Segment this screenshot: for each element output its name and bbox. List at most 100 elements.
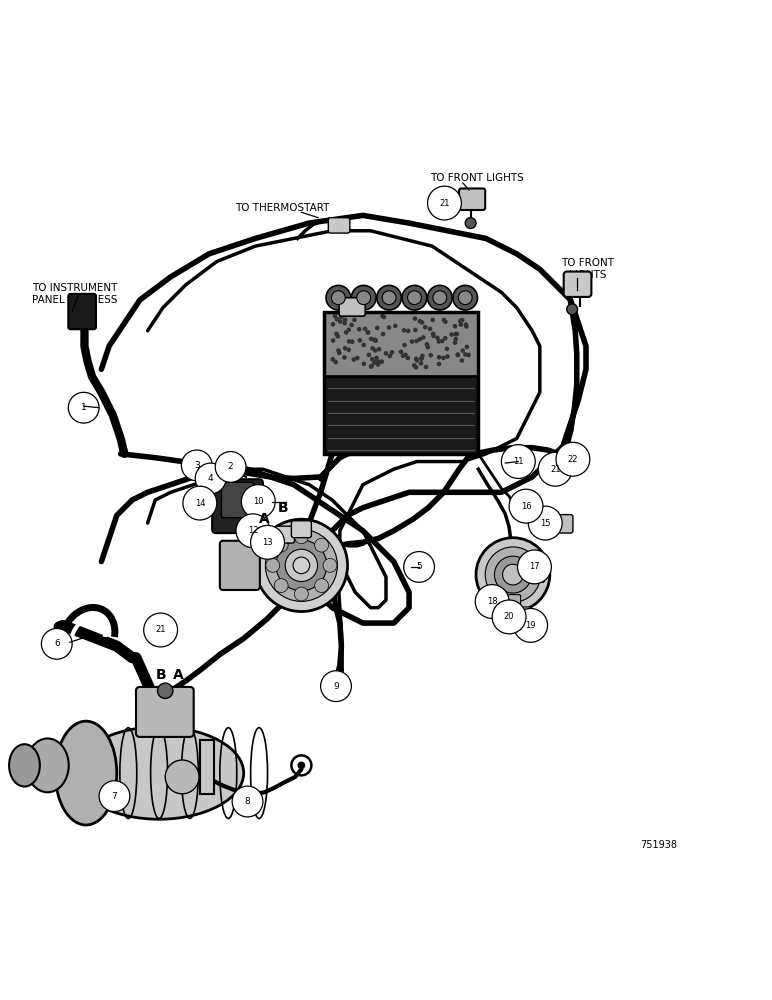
Circle shape bbox=[350, 323, 354, 327]
Text: 6: 6 bbox=[54, 639, 59, 648]
Circle shape bbox=[494, 556, 531, 593]
Circle shape bbox=[398, 349, 403, 354]
Circle shape bbox=[486, 547, 540, 602]
Circle shape bbox=[183, 486, 217, 520]
FancyBboxPatch shape bbox=[201, 465, 215, 478]
Circle shape bbox=[373, 348, 378, 353]
Circle shape bbox=[556, 442, 590, 476]
Circle shape bbox=[274, 579, 288, 593]
Circle shape bbox=[421, 335, 425, 340]
Text: 19: 19 bbox=[526, 621, 536, 630]
FancyBboxPatch shape bbox=[191, 457, 205, 470]
Circle shape bbox=[493, 600, 526, 634]
Circle shape bbox=[466, 353, 471, 357]
FancyBboxPatch shape bbox=[529, 570, 544, 582]
Circle shape bbox=[455, 353, 460, 357]
Circle shape bbox=[342, 321, 347, 326]
Circle shape bbox=[408, 291, 422, 305]
Text: 18: 18 bbox=[487, 597, 497, 606]
Circle shape bbox=[509, 489, 543, 523]
FancyBboxPatch shape bbox=[526, 615, 540, 628]
FancyBboxPatch shape bbox=[275, 526, 294, 543]
FancyBboxPatch shape bbox=[261, 532, 280, 548]
Circle shape bbox=[157, 683, 173, 698]
Circle shape bbox=[440, 339, 445, 343]
Circle shape bbox=[401, 353, 405, 358]
Circle shape bbox=[418, 319, 422, 324]
Circle shape bbox=[338, 319, 343, 324]
Circle shape bbox=[367, 353, 371, 357]
FancyBboxPatch shape bbox=[506, 595, 520, 608]
Circle shape bbox=[377, 285, 401, 310]
Circle shape bbox=[384, 351, 388, 356]
Circle shape bbox=[342, 355, 347, 360]
Circle shape bbox=[524, 499, 533, 508]
Circle shape bbox=[402, 285, 427, 310]
Circle shape bbox=[369, 364, 374, 369]
Circle shape bbox=[431, 331, 435, 336]
Circle shape bbox=[428, 327, 432, 331]
Circle shape bbox=[425, 345, 430, 350]
Text: 8: 8 bbox=[245, 797, 250, 806]
Circle shape bbox=[340, 313, 345, 317]
Circle shape bbox=[357, 338, 362, 343]
Circle shape bbox=[369, 364, 374, 368]
FancyBboxPatch shape bbox=[324, 312, 479, 376]
FancyBboxPatch shape bbox=[196, 461, 210, 474]
Circle shape bbox=[373, 338, 378, 342]
Circle shape bbox=[476, 538, 550, 612]
Circle shape bbox=[361, 343, 366, 347]
Circle shape bbox=[165, 760, 199, 794]
Circle shape bbox=[437, 362, 442, 366]
FancyBboxPatch shape bbox=[291, 521, 311, 538]
Circle shape bbox=[355, 356, 360, 360]
Circle shape bbox=[414, 365, 418, 370]
Text: 13: 13 bbox=[262, 538, 273, 547]
Circle shape bbox=[68, 392, 99, 423]
Circle shape bbox=[463, 322, 468, 327]
Circle shape bbox=[459, 358, 464, 363]
Circle shape bbox=[476, 585, 509, 618]
Circle shape bbox=[412, 363, 416, 368]
Circle shape bbox=[503, 564, 523, 585]
Circle shape bbox=[330, 357, 335, 362]
Circle shape bbox=[415, 358, 419, 363]
Circle shape bbox=[466, 218, 476, 228]
Circle shape bbox=[402, 343, 407, 347]
Circle shape bbox=[460, 318, 465, 322]
Ellipse shape bbox=[74, 727, 244, 819]
Circle shape bbox=[350, 339, 354, 344]
FancyBboxPatch shape bbox=[516, 607, 530, 621]
Circle shape bbox=[443, 336, 448, 340]
Circle shape bbox=[413, 328, 418, 332]
Circle shape bbox=[388, 354, 392, 358]
Text: TO FRONT LIGHTS: TO FRONT LIGHTS bbox=[430, 173, 523, 183]
Circle shape bbox=[441, 356, 445, 360]
Circle shape bbox=[375, 326, 380, 330]
Circle shape bbox=[437, 339, 442, 344]
FancyBboxPatch shape bbox=[247, 522, 267, 539]
Text: A: A bbox=[259, 512, 270, 526]
Circle shape bbox=[442, 318, 446, 322]
Text: 7: 7 bbox=[112, 792, 117, 801]
Text: TO FRONT: TO FRONT bbox=[561, 258, 614, 268]
Circle shape bbox=[351, 285, 376, 310]
Circle shape bbox=[366, 330, 371, 335]
Circle shape bbox=[458, 319, 462, 323]
Circle shape bbox=[209, 473, 222, 485]
Circle shape bbox=[420, 320, 425, 325]
Circle shape bbox=[232, 786, 263, 817]
Circle shape bbox=[418, 361, 423, 366]
Circle shape bbox=[433, 291, 447, 305]
Text: 751938: 751938 bbox=[641, 840, 678, 850]
Circle shape bbox=[401, 328, 406, 333]
Circle shape bbox=[420, 354, 425, 358]
Circle shape bbox=[455, 332, 459, 336]
Circle shape bbox=[410, 339, 415, 344]
Circle shape bbox=[256, 519, 347, 612]
Circle shape bbox=[357, 291, 371, 305]
FancyBboxPatch shape bbox=[212, 479, 263, 533]
Circle shape bbox=[406, 329, 411, 333]
FancyBboxPatch shape bbox=[339, 298, 365, 316]
Text: 12: 12 bbox=[248, 526, 258, 535]
